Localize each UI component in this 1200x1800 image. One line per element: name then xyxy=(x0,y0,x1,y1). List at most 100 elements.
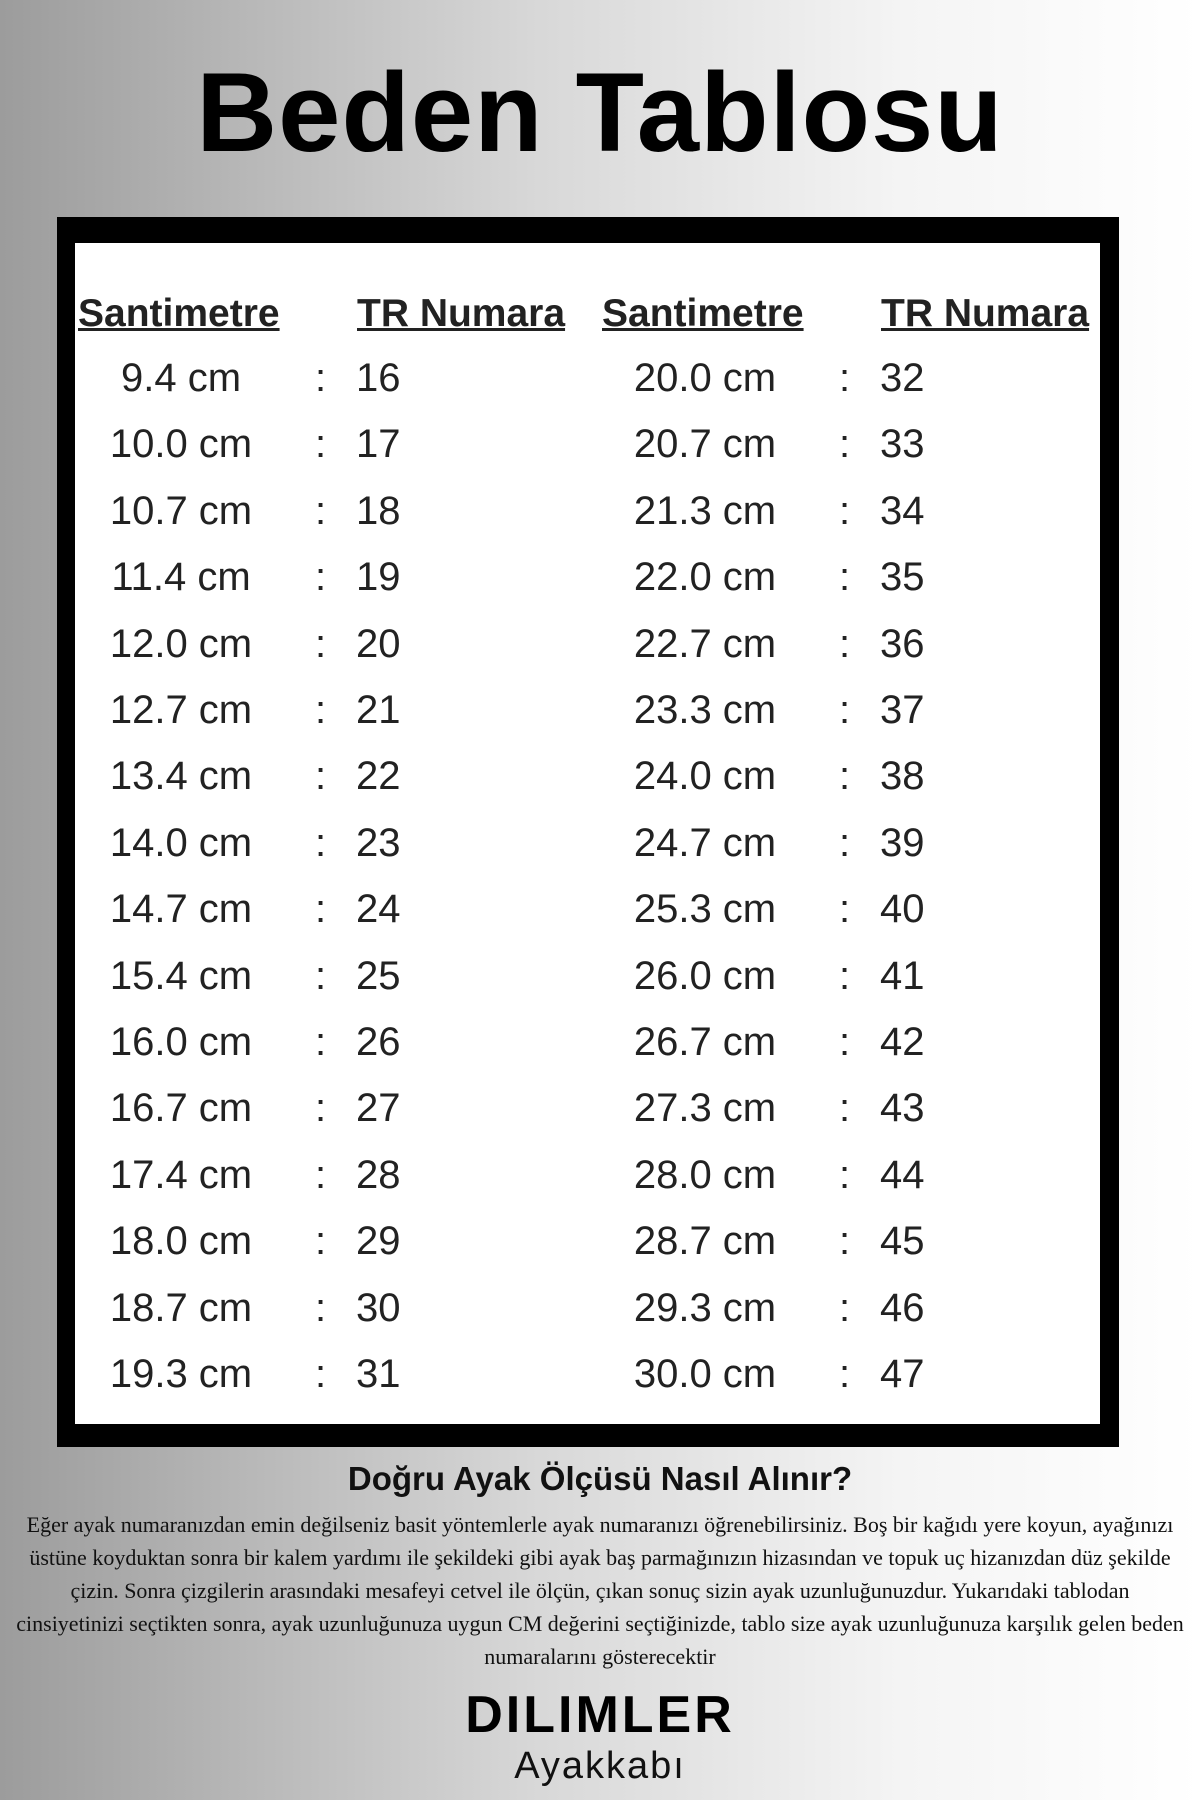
separator: : xyxy=(315,754,327,799)
cm-cell: 13.4 cm xyxy=(109,754,253,799)
separator: : xyxy=(315,953,327,998)
size-cell: 21 xyxy=(356,688,401,732)
size-cell: 19 xyxy=(356,555,401,600)
cm-cell: 30.0 cm xyxy=(633,1352,777,1396)
separator: : xyxy=(315,621,327,666)
separator: : xyxy=(315,887,327,932)
separator: : xyxy=(839,820,851,865)
cm-cell: 18.7 cm xyxy=(109,1285,253,1330)
separator: : xyxy=(315,1152,327,1197)
cm-cell: 25.3 cm xyxy=(633,887,777,932)
cm-cell: 21.3 cm xyxy=(633,488,777,533)
size-cell: 43 xyxy=(880,1086,925,1131)
cm-cell: 14.7 cm xyxy=(109,887,253,932)
size-cell: 24 xyxy=(356,887,401,932)
size-cell: 34 xyxy=(880,488,925,533)
logo-brand: DILIMLER xyxy=(465,1686,735,1744)
separator: : xyxy=(315,820,327,865)
cm-cell: 26.7 cm xyxy=(633,1020,777,1064)
separator: : xyxy=(315,1086,327,1131)
page-title: Beden Tablosu xyxy=(196,50,1004,175)
cm-cell: 29.3 cm xyxy=(633,1285,777,1330)
separator: : xyxy=(315,1219,327,1264)
guide-title: Doğru Ayak Ölçüsü Nasıl Alınır? xyxy=(347,1460,853,1497)
size-cell: 44 xyxy=(880,1152,925,1197)
separator: : xyxy=(839,488,851,533)
column-header: TR Numara xyxy=(881,292,1090,335)
cm-cell: 14.0 cm xyxy=(109,820,253,865)
size-cell: 36 xyxy=(880,621,925,666)
separator: : xyxy=(315,688,327,732)
cm-cell: 17.4 cm xyxy=(109,1152,253,1197)
separator: : xyxy=(839,356,851,400)
cm-cell: 19.3 cm xyxy=(109,1352,253,1396)
separator: : xyxy=(839,1285,851,1330)
cm-cell: 24.0 cm xyxy=(633,754,777,799)
size-cell: 16 xyxy=(356,356,401,400)
size-cell: 18 xyxy=(356,488,401,533)
separator: : xyxy=(839,422,851,467)
size-cell: 27 xyxy=(356,1086,401,1131)
separator: : xyxy=(839,754,851,799)
separator: : xyxy=(315,1020,327,1064)
size-cell: 20 xyxy=(356,621,401,666)
cm-cell: 18.0 cm xyxy=(109,1219,253,1264)
cm-cell: 22.7 cm xyxy=(633,621,777,666)
separator: : xyxy=(839,1219,851,1264)
cm-cell: 15.4 cm xyxy=(109,953,253,998)
cm-cell: 22.0 cm xyxy=(633,555,777,600)
separator: : xyxy=(839,887,851,932)
cm-cell: 23.3 cm xyxy=(633,688,777,732)
cm-cell: 12.0 cm xyxy=(109,621,253,666)
cm-cell: 24.7 cm xyxy=(633,820,777,865)
size-cell: 23 xyxy=(356,820,401,865)
logo-sub: Ayakkabı xyxy=(514,1745,686,1787)
size-cell: 37 xyxy=(880,688,925,732)
cm-cell: 12.7 cm xyxy=(109,688,253,732)
size-cell: 22 xyxy=(356,754,401,799)
cm-cell: 28.7 cm xyxy=(633,1219,777,1264)
separator: : xyxy=(315,1285,327,1330)
separator: : xyxy=(839,1352,851,1396)
size-cell: 17 xyxy=(356,422,401,467)
cm-cell: 27.3 cm xyxy=(633,1086,777,1131)
size-cell: 32 xyxy=(880,356,925,400)
column-header: Santimetre xyxy=(78,292,280,335)
separator: : xyxy=(315,488,327,533)
separator: : xyxy=(315,422,327,467)
table-panel xyxy=(75,243,1100,1424)
cm-cell: 10.7 cm xyxy=(109,488,253,533)
column-header: Santimetre xyxy=(602,292,804,335)
separator: : xyxy=(839,621,851,666)
size-cell: 30 xyxy=(356,1285,401,1330)
cm-cell: 28.0 cm xyxy=(633,1152,777,1197)
separator: : xyxy=(315,356,327,400)
separator: : xyxy=(839,1086,851,1131)
cm-cell: 11.4 cm xyxy=(111,555,251,600)
cm-cell: 9.4 cm xyxy=(120,356,242,400)
size-cell: 33 xyxy=(880,422,925,467)
size-cell: 26 xyxy=(356,1020,401,1064)
size-cell: 29 xyxy=(356,1219,401,1264)
cm-cell: 26.0 cm xyxy=(633,953,777,998)
size-cell: 35 xyxy=(880,555,925,600)
size-cell: 46 xyxy=(880,1285,925,1330)
guide-text: Eğer ayak numaranızdan emin değilseniz b… xyxy=(16,1512,1184,1669)
cm-cell: 20.0 cm xyxy=(633,356,777,400)
separator: : xyxy=(839,1020,851,1064)
separator: : xyxy=(839,688,851,732)
size-cell: 40 xyxy=(880,887,925,932)
size-cell: 25 xyxy=(356,953,401,998)
cm-cell: 16.0 cm xyxy=(109,1020,253,1064)
separator: : xyxy=(839,953,851,998)
size-cell: 31 xyxy=(356,1352,401,1396)
size-cell: 42 xyxy=(880,1020,925,1064)
size-cell: 28 xyxy=(356,1152,401,1197)
size-cell: 45 xyxy=(880,1219,925,1264)
size-cell: 41 xyxy=(880,953,925,998)
separator: : xyxy=(315,1352,327,1396)
size-cell: 47 xyxy=(880,1352,925,1396)
cm-cell: 20.7 cm xyxy=(633,422,777,467)
separator: : xyxy=(839,555,851,600)
